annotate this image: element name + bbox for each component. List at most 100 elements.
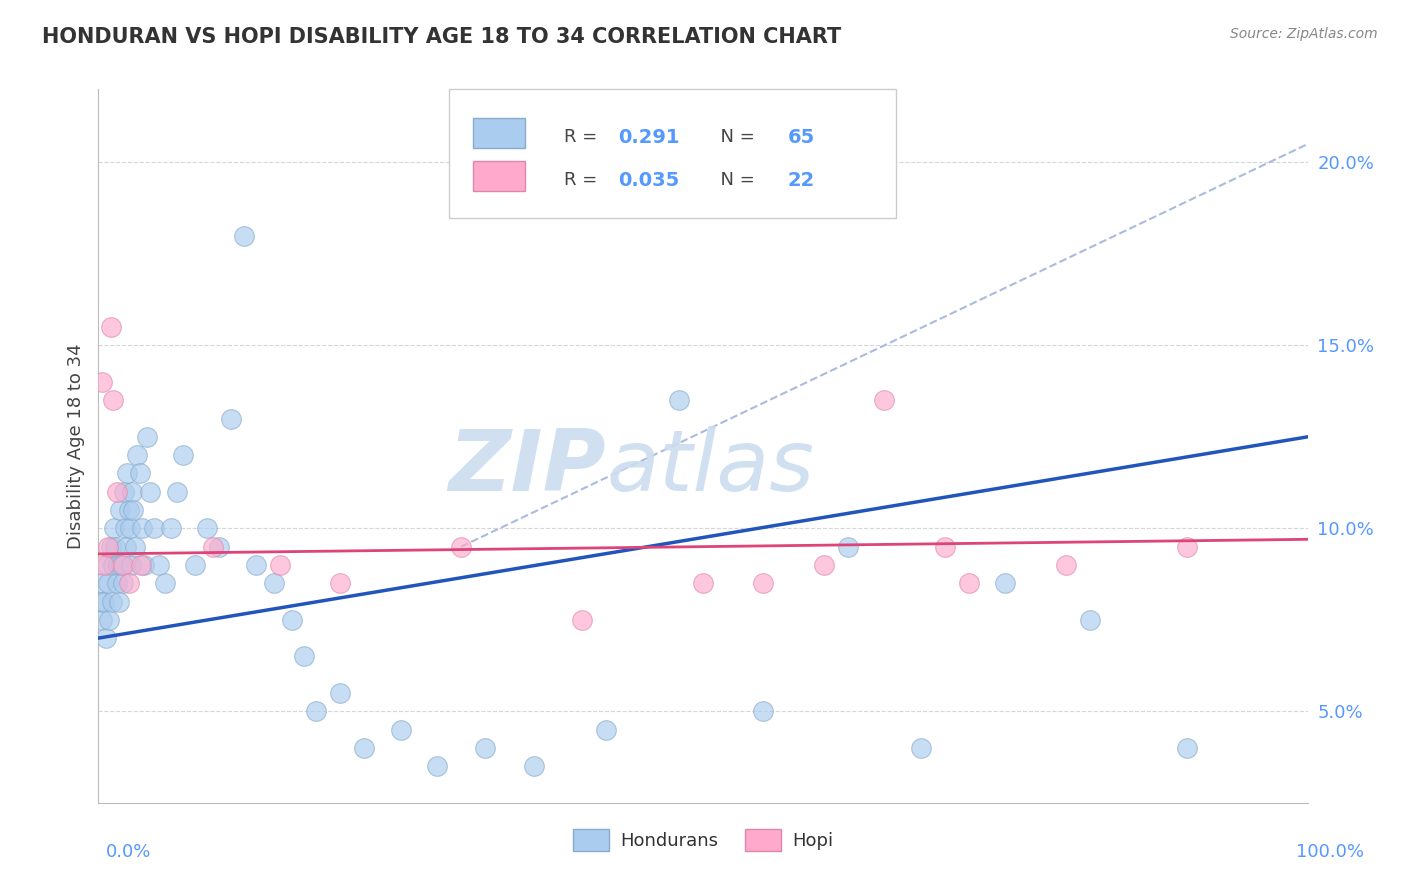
Point [873, 393, 896, 408]
Point [134, 558, 156, 572]
Point [292, 649, 315, 664]
Point [93, 558, 115, 572]
Point [208, 540, 231, 554]
Point [105, 484, 128, 499]
Point [245, 558, 267, 572]
Point [172, 448, 194, 462]
Text: 0.291: 0.291 [619, 128, 681, 147]
Text: 65: 65 [787, 128, 815, 147]
Text: 0.0%: 0.0% [105, 843, 150, 861]
Point [98, 613, 121, 627]
Point [118, 503, 141, 517]
Y-axis label: Disability Age 18 to 34: Disability Age 18 to 34 [66, 343, 84, 549]
Point [117, 467, 139, 481]
Point [143, 521, 166, 535]
Point [108, 503, 131, 517]
Text: N =: N = [709, 128, 761, 146]
Text: 22: 22 [787, 171, 815, 190]
FancyBboxPatch shape [474, 161, 526, 191]
Point [127, 448, 149, 462]
Point [104, 540, 127, 554]
Point [329, 576, 352, 591]
Point [329, 686, 352, 700]
Point [122, 503, 145, 517]
Text: Source: ZipAtlas.com: Source: ZipAtlas.com [1230, 27, 1378, 41]
Point [90, 594, 112, 608]
Point [100, 540, 122, 554]
Point [100, 320, 122, 334]
Point [353, 740, 375, 755]
Point [129, 558, 152, 572]
Point [281, 613, 304, 627]
Point [752, 704, 775, 718]
Point [108, 594, 131, 608]
Point [105, 576, 128, 591]
Point [114, 521, 136, 535]
Point [100, 594, 122, 608]
Point [957, 576, 980, 591]
Point [93, 594, 115, 608]
Point [1175, 740, 1198, 755]
Point [994, 576, 1017, 591]
Point [115, 540, 138, 554]
Point [101, 558, 124, 572]
Point [221, 411, 243, 425]
Point [692, 576, 714, 591]
Text: HONDURAN VS HOPI DISABILITY AGE 18 TO 34 CORRELATION CHART: HONDURAN VS HOPI DISABILITY AGE 18 TO 34… [42, 27, 841, 46]
Point [124, 540, 146, 554]
Point [523, 759, 546, 773]
Point [269, 558, 291, 572]
Point [131, 521, 153, 535]
Legend: Hondurans, Hopi: Hondurans, Hopi [565, 822, 841, 858]
Point [389, 723, 412, 737]
Point [153, 576, 176, 591]
Point [202, 540, 225, 554]
Point [474, 740, 496, 755]
Point [813, 558, 835, 572]
Point [1078, 613, 1101, 627]
Text: R =: R = [564, 171, 603, 189]
Point [120, 558, 142, 572]
Point [263, 576, 285, 591]
Point [184, 558, 207, 572]
Point [135, 430, 157, 444]
Point [195, 521, 218, 535]
Point [305, 704, 328, 718]
Point [111, 576, 134, 591]
Point [1054, 558, 1077, 572]
Point [91, 613, 114, 627]
Point [91, 375, 114, 389]
Point [103, 521, 125, 535]
Point [118, 576, 141, 591]
Point [139, 484, 162, 499]
Point [450, 540, 472, 554]
Point [1175, 540, 1198, 554]
Point [118, 521, 141, 535]
Point [94, 631, 117, 645]
Text: 0.035: 0.035 [619, 171, 679, 190]
Point [112, 484, 135, 499]
Point [97, 540, 120, 554]
Point [595, 723, 617, 737]
Point [668, 393, 690, 408]
Point [160, 521, 183, 535]
Point [571, 613, 593, 627]
Point [232, 228, 254, 243]
Point [121, 484, 143, 499]
Point [426, 759, 449, 773]
Point [837, 540, 859, 554]
Point [128, 467, 150, 481]
Text: R =: R = [564, 128, 603, 146]
Text: ZIP: ZIP [449, 425, 606, 509]
Point [910, 740, 932, 755]
Point [934, 540, 956, 554]
Point [752, 576, 775, 591]
Point [166, 484, 188, 499]
Point [111, 558, 134, 572]
Point [148, 558, 170, 572]
Point [107, 558, 129, 572]
FancyBboxPatch shape [474, 118, 526, 148]
Text: atlas: atlas [606, 425, 814, 509]
Point [101, 393, 124, 408]
FancyBboxPatch shape [449, 89, 897, 218]
